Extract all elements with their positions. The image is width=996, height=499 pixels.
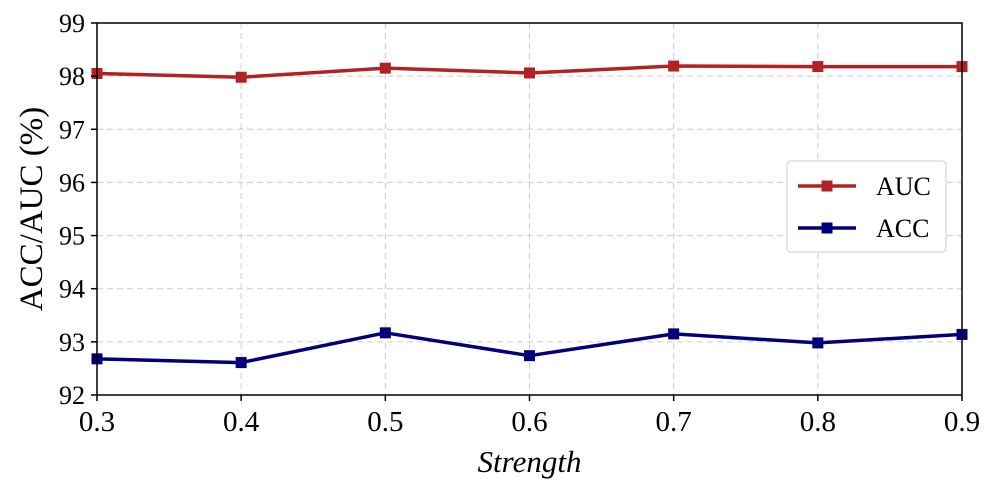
data-point-acc [668,328,680,340]
data-point-acc [524,350,535,362]
x-tick-label: 0.7 [656,406,692,438]
legend: AUC ACC [786,160,947,253]
legend-marker-acc [821,222,833,234]
data-point-auc [379,62,391,74]
x-tick-label: 0.6 [511,406,547,438]
data-point-acc [235,357,247,369]
data-point-auc [812,61,824,73]
x-tick-label: 0.4 [223,406,260,438]
y-axis-label: ACC/AUC (%) [14,107,50,311]
y-tick-label: 96 [59,168,85,197]
data-point-auc [524,67,535,79]
y-tick-label: 95 [59,222,85,251]
legend-label-auc: AUC [876,172,931,201]
legend-marker-auc [821,180,833,192]
data-point-acc [379,327,391,339]
axis-ticks: 0.3 0.4 0.5 0.6 0.7 0.8 0.9 92 93 94 95 96 97 98 99 [59,9,980,438]
x-tick-label: 0.9 [944,406,980,438]
data-point-auc [235,71,247,83]
data-point-auc [668,60,680,72]
x-axis-label: Strength [478,444,582,479]
y-tick-label: 93 [59,328,85,357]
y-tick-label: 92 [59,381,85,410]
y-tick-label: 99 [59,9,85,38]
x-tick-label: 0.8 [800,406,836,438]
x-tick-label: 0.3 [79,406,115,438]
legend-label-acc: ACC [876,214,929,243]
x-tick-label: 0.5 [367,406,403,438]
y-tick-label: 94 [59,275,85,304]
y-tick-label: 98 [59,62,85,91]
y-tick-label: 97 [59,115,85,144]
data-point-acc [812,337,824,349]
